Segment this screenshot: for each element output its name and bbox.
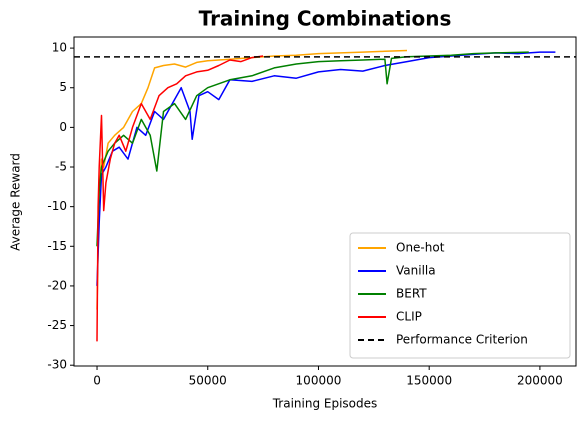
- legend-label: Vanilla: [396, 264, 436, 278]
- y-tick-label: -20: [47, 278, 67, 292]
- x-axis-label: Training Episodes: [272, 397, 378, 411]
- y-tick-label: 0: [59, 120, 67, 134]
- y-tick-label: -30: [47, 358, 67, 372]
- series-line: [96, 55, 264, 342]
- series-line: [96, 49, 408, 310]
- chart-title: Training Combinations: [199, 7, 452, 31]
- y-tick-label: 10: [52, 41, 67, 55]
- legend-label: Performance Criterion: [396, 333, 528, 347]
- legend-box: [349, 232, 571, 359]
- legend-label: BERT: [396, 287, 427, 301]
- x-tick-label: 0: [93, 374, 101, 388]
- y-axis-label: Average Reward: [9, 153, 23, 251]
- x-tick-label: 150000: [406, 374, 452, 388]
- y-tick-label: -5: [55, 160, 67, 174]
- y-tick-label: -25: [47, 318, 67, 332]
- y-tick-label: 5: [59, 80, 67, 94]
- legend: One-hot Vanilla BERT CLIP Performance Criter…: [349, 232, 571, 359]
- series-line: [96, 51, 556, 286]
- y-tick-label: -15: [47, 239, 67, 253]
- y-tick-label: -10: [47, 199, 67, 213]
- legend-label: One-hot: [396, 241, 445, 255]
- x-tick-label: 200000: [517, 374, 563, 388]
- x-tick-label: 100000: [296, 374, 342, 388]
- plot-frame: [73, 36, 577, 367]
- x-tick-label: 50000: [189, 374, 227, 388]
- legend-label: CLIP: [396, 310, 422, 324]
